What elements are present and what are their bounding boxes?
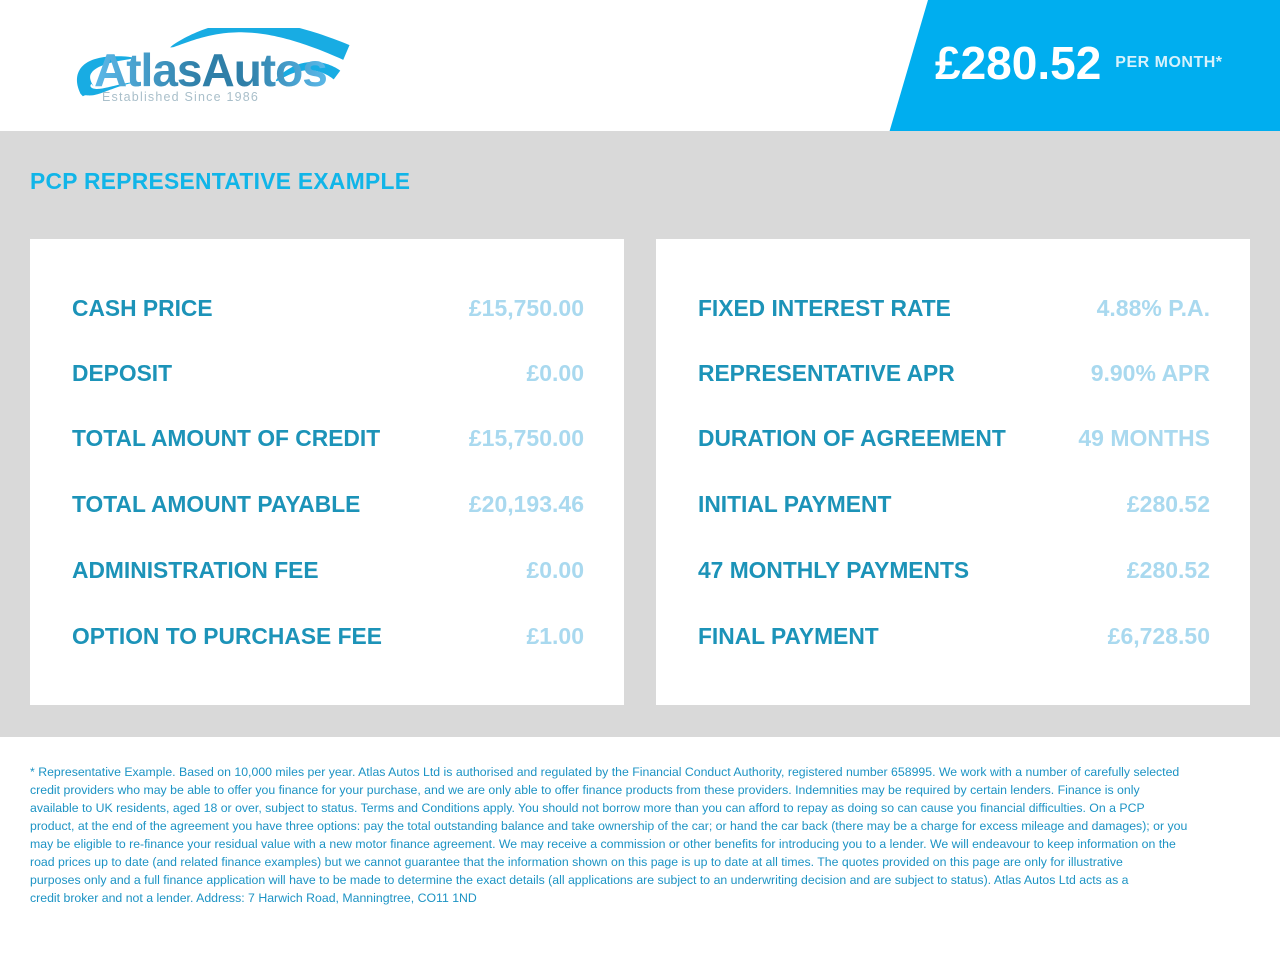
svg-text:AtlasAutos: AtlasAutos bbox=[94, 44, 327, 96]
svg-text:Established Since 1986: Established Since 1986 bbox=[102, 90, 259, 104]
